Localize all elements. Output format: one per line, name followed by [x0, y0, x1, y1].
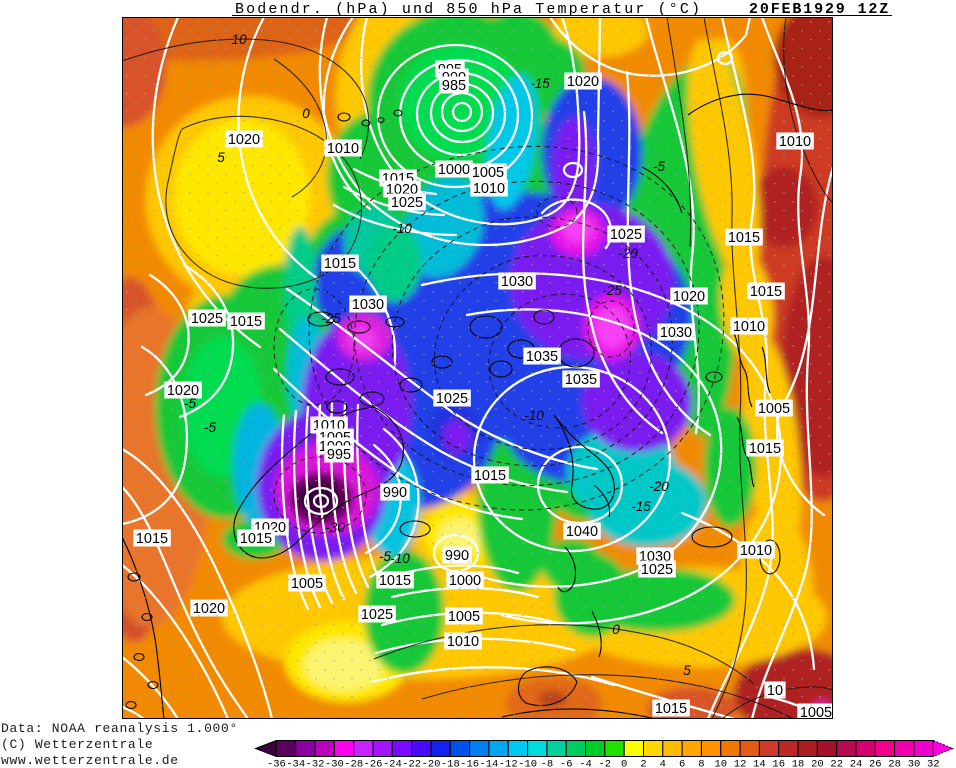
- svg-text:24: 24: [850, 759, 863, 768]
- svg-text:4: 4: [660, 759, 666, 768]
- svg-text:-30: -30: [325, 759, 344, 768]
- svg-text:-32: -32: [306, 759, 325, 768]
- svg-text:30: 30: [908, 759, 921, 768]
- svg-text:12: 12: [734, 759, 747, 768]
- svg-text:-14: -14: [479, 759, 498, 768]
- svg-text:18: 18: [792, 759, 805, 768]
- svg-text:14: 14: [753, 759, 766, 768]
- svg-text:-4: -4: [579, 759, 592, 768]
- svg-text:10: 10: [714, 759, 727, 768]
- svg-text:-22: -22: [402, 759, 421, 768]
- svg-text:-6: -6: [560, 759, 573, 768]
- svg-text:8: 8: [698, 759, 704, 768]
- svg-text:32: 32: [927, 759, 940, 768]
- svg-text:-2: -2: [598, 759, 611, 768]
- svg-text:6: 6: [679, 759, 685, 768]
- svg-text:-28: -28: [344, 759, 363, 768]
- svg-text:-8: -8: [541, 759, 554, 768]
- svg-text:-34: -34: [286, 759, 305, 768]
- svg-text:28: 28: [888, 759, 901, 768]
- svg-text:26: 26: [869, 759, 882, 768]
- svg-text:-20: -20: [422, 759, 441, 768]
- svg-text:-12: -12: [499, 759, 518, 768]
- svg-text:22: 22: [830, 759, 843, 768]
- svg-text:-16: -16: [460, 759, 479, 768]
- svg-text:-24: -24: [383, 759, 402, 768]
- svg-text:20: 20: [811, 759, 824, 768]
- svg-text:16: 16: [772, 759, 785, 768]
- svg-text:0: 0: [621, 759, 627, 768]
- svg-text:-26: -26: [364, 759, 383, 768]
- svg-text:-10: -10: [518, 759, 537, 768]
- svg-text:2: 2: [640, 759, 646, 768]
- svg-text:-36: -36: [267, 759, 286, 768]
- svg-text:-18: -18: [441, 759, 460, 768]
